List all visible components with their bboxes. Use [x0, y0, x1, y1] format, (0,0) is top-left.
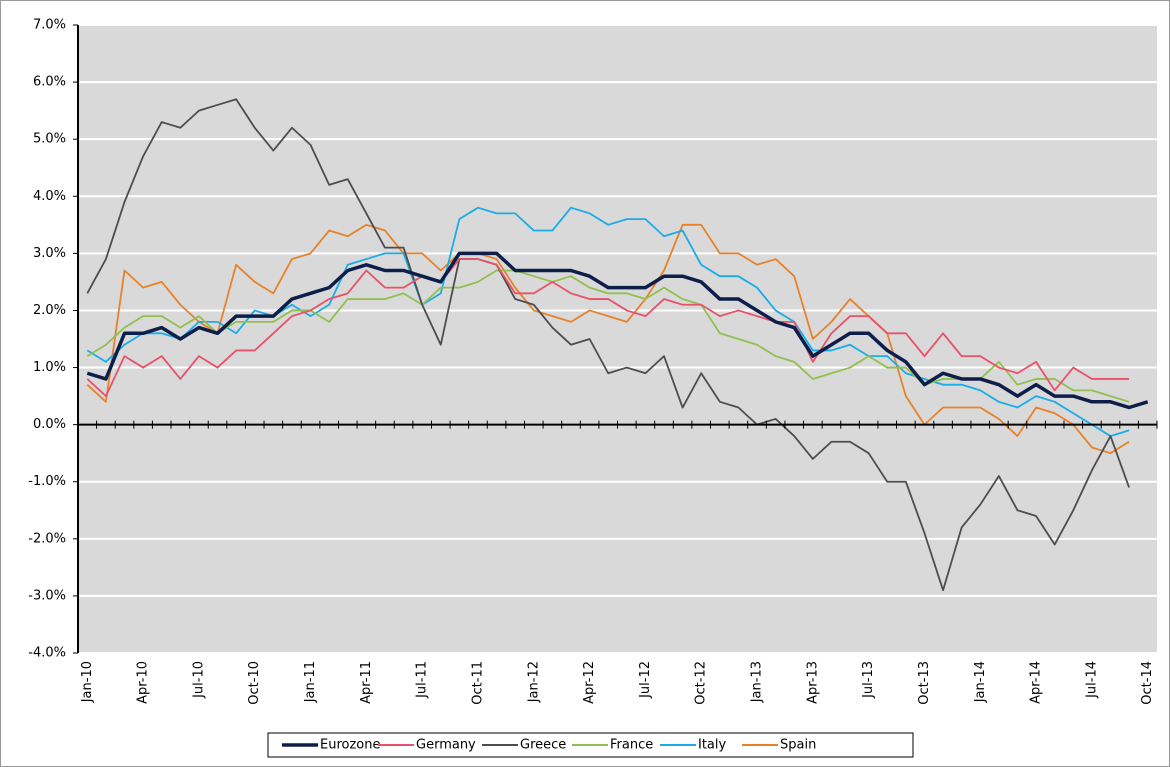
- legend-label: France: [610, 738, 653, 753]
- x-tick-label: Jan-11: [303, 661, 318, 703]
- series-line: [86, 269, 1130, 403]
- x-tick-label: Jan-14: [973, 661, 988, 703]
- x-tick-label: Oct-13: [917, 661, 932, 705]
- series-line: [86, 251, 1149, 410]
- x-tick-label: Jul-12: [638, 661, 653, 699]
- x-tick-label: Jan-10: [80, 661, 95, 703]
- legend-label: Germany: [416, 738, 476, 753]
- x-tick-label: Oct-11: [470, 661, 485, 705]
- legend-label: Eurozone: [320, 738, 380, 753]
- y-tick-label: 5.0%: [33, 132, 66, 147]
- x-tick-label: Jul-14: [1084, 661, 1099, 699]
- x-tick-label: Apr-13: [805, 661, 820, 704]
- x-tick-label: Jan-13: [750, 661, 765, 703]
- y-tick-label: 7.0%: [33, 18, 66, 33]
- series-line: [86, 206, 1130, 437]
- y-tick-label: 1.0%: [33, 360, 66, 375]
- y-tick-label: -2.0%: [28, 531, 66, 546]
- x-tick-label: Apr-14: [1029, 661, 1044, 704]
- legend-label: Spain: [780, 738, 816, 753]
- series-line: [86, 223, 1130, 455]
- legend-label: Greece: [520, 738, 566, 753]
- y-tick-label: -4.0%: [28, 646, 66, 661]
- x-tick-label: Oct-14: [1140, 661, 1155, 705]
- x-tick-label: Oct-10: [247, 661, 262, 705]
- y-tick-label: -3.0%: [28, 588, 66, 603]
- x-tick-label: Oct-12: [694, 661, 709, 705]
- y-tick-label: 6.0%: [33, 75, 66, 90]
- x-tick-label: Apr-10: [136, 661, 151, 704]
- x-tick-label: Apr-12: [582, 661, 597, 704]
- y-tick-label: 0.0%: [33, 417, 66, 432]
- y-tick-label: 2.0%: [33, 303, 66, 318]
- x-tick-label: Jan-12: [526, 661, 541, 703]
- y-tick-label: -1.0%: [28, 474, 66, 489]
- x-tick-label: Jul-11: [415, 661, 430, 699]
- series-line: [86, 98, 1130, 592]
- y-tick-label: 4.0%: [33, 189, 66, 204]
- x-tick-label: Apr-11: [359, 661, 374, 704]
- x-tick-label: Jul-13: [861, 661, 876, 699]
- x-tick-label: Jul-10: [191, 661, 206, 699]
- plot-area: [78, 25, 1157, 653]
- y-tick-label: 3.0%: [33, 246, 66, 261]
- legend-label: Italy: [698, 738, 727, 753]
- series-line: [86, 258, 1130, 397]
